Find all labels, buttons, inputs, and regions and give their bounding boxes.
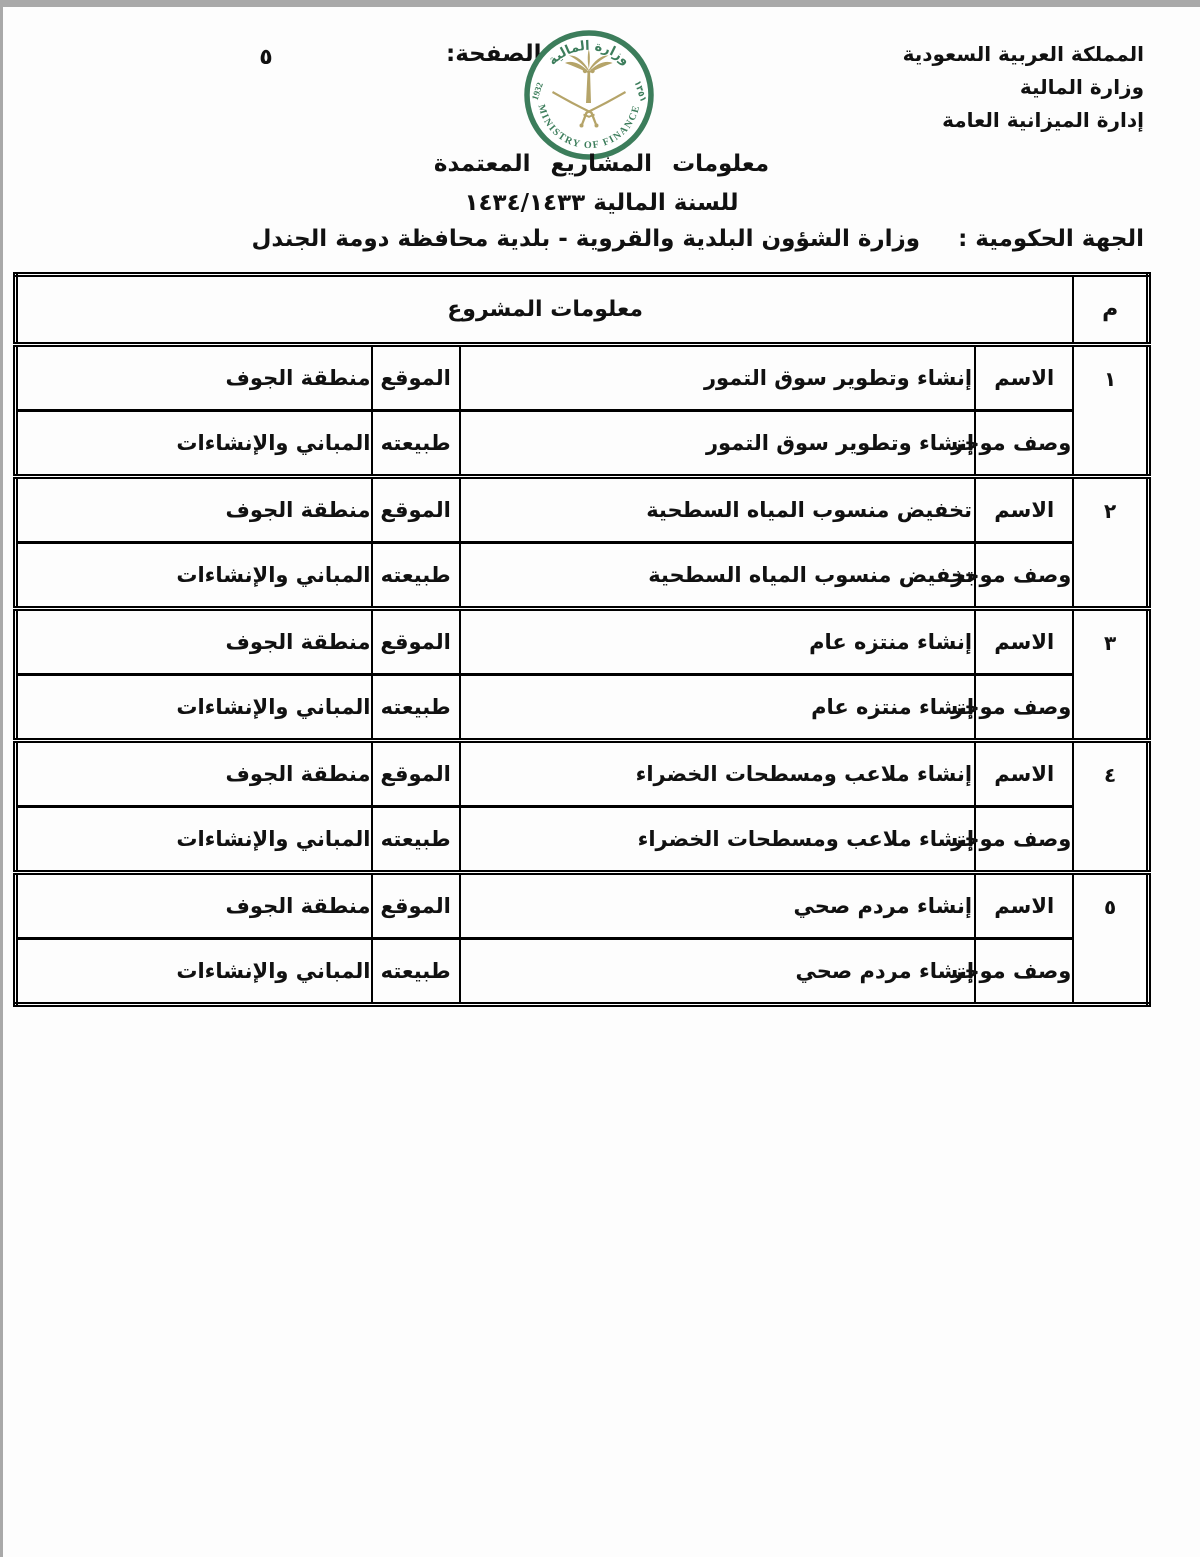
name-label: الاسم <box>974 342 1075 412</box>
location-label: الموقع <box>370 738 461 808</box>
project-desc: إنشاء وتطوير سوق التمور <box>458 409 977 478</box>
project-nature: المباني والإنشاءات <box>14 673 373 742</box>
project-number: ٤ <box>1072 738 1150 874</box>
project-location: منطقة الجوف <box>14 870 373 940</box>
project-name: إنشاء منتزه عام <box>458 606 977 676</box>
project-nature: المباني والإنشاءات <box>14 937 373 1006</box>
location-label: الموقع <box>370 474 461 544</box>
table-row: وصف موجز تخفيض منسوب المياه السطحية طبيع… <box>14 541 1149 610</box>
project-desc: إنشاء مردم صحي <box>458 937 977 1006</box>
table-row: ٢ الاسم تخفيض منسوب المياه السطحية الموق… <box>14 474 1150 610</box>
project-location: منطقة الجوف <box>14 342 373 412</box>
nature-label: طبيعته <box>370 541 461 610</box>
project-number: ٥ <box>1072 870 1150 1006</box>
project-name: إنشاء وتطوير سوق التمور <box>458 342 977 412</box>
project-location: منطقة الجوف <box>14 738 373 808</box>
page-number-label: الصفحة: <box>446 41 542 67</box>
desc-label: وصف موجز <box>951 541 1075 610</box>
entity-value: وزارة الشؤون البلدية والقروية - بلدية مح… <box>251 226 921 252</box>
project-nature: المباني والإنشاءات <box>14 805 373 874</box>
table-row: ١ الاسم إنشاء وتطوير سوق التمور الموقع م… <box>14 342 1150 478</box>
col-header-number: م <box>1072 273 1150 347</box>
projects-table: م معلومات المشروع ١ الاسم إنشاء وتطوير س… <box>13 272 1151 1007</box>
project-name: إنشاء ملاعب ومسطحات الخضراء <box>458 738 977 808</box>
desc-label: وصف موجز <box>951 673 1075 742</box>
table-row: وصف موجز إنشاء وتطوير سوق التمور طبيعته … <box>14 409 1149 478</box>
name-label: الاسم <box>974 606 1075 676</box>
table-row: وصف موجز إنشاء منتزه عام طبيعته المباني … <box>14 673 1149 742</box>
ministry-of-finance-seal-icon: وزارة المالية MINISTRY OF FINANCE 1932 ١… <box>521 27 657 163</box>
project-location: منطقة الجوف <box>14 606 373 676</box>
table-row: ٥ الاسم إنشاء مردم صحي الموقع منطقة الجو… <box>14 870 1150 1006</box>
project-name: إنشاء مردم صحي <box>458 870 977 940</box>
name-label: الاسم <box>974 870 1075 940</box>
project-nature: المباني والإنشاءات <box>14 541 373 610</box>
project-location: منطقة الجوف <box>14 474 373 544</box>
page-number-value: ٥ <box>259 45 273 70</box>
fiscal-year-subtitle: للسنة المالية ١٤٣٤/١٤٣٣ <box>464 190 739 216</box>
desc-label: وصف موجز <box>951 805 1075 874</box>
name-label: الاسم <box>974 738 1075 808</box>
org-header-block: المملكة العربية السعودية وزارة المالية إ… <box>903 38 1144 137</box>
table-header-row: م معلومات المشروع <box>14 273 1150 347</box>
location-label: الموقع <box>370 870 461 940</box>
location-label: الموقع <box>370 342 461 412</box>
table-row: ٤ الاسم إنشاء ملاعب ومسطحات الخضراء المو… <box>14 738 1150 874</box>
org-line-department: إدارة الميزانية العامة <box>942 108 1144 132</box>
project-desc: إنشاء منتزه عام <box>458 673 977 742</box>
project-number: ٣ <box>1072 606 1150 742</box>
desc-label: وصف موجز <box>951 937 1075 1006</box>
project-name: تخفيض منسوب المياه السطحية <box>458 474 977 544</box>
government-entity-line: الجهة الحكومية : وزارة الشؤون البلدية وال… <box>251 226 1144 252</box>
project-number: ٢ <box>1072 474 1150 610</box>
table-row: وصف موجز إنشاء ملاعب ومسطحات الخضراء طبي… <box>14 805 1149 874</box>
nature-label: طبيعته <box>370 937 461 1006</box>
palm-and-swords-emblem <box>552 49 626 128</box>
entity-label: الجهة الحكومية : <box>958 226 1144 252</box>
project-number: ١ <box>1072 342 1150 478</box>
name-label: الاسم <box>974 474 1075 544</box>
document-title: معلومات المشاريع المعتمدة <box>433 151 770 177</box>
project-nature: المباني والإنشاءات <box>14 409 373 478</box>
desc-label: وصف موجز <box>951 409 1075 478</box>
nature-label: طبيعته <box>370 409 461 478</box>
project-desc: تخفيض منسوب المياه السطحية <box>458 541 977 610</box>
org-line-ministry: وزارة المالية <box>1019 75 1144 99</box>
table-row: وصف موجز إنشاء مردم صحي طبيعته المباني و… <box>14 937 1149 1006</box>
location-label: الموقع <box>370 606 461 676</box>
org-line-country: المملكة العربية السعودية <box>902 42 1144 66</box>
project-desc: إنشاء ملاعب ومسطحات الخضراء <box>458 805 977 874</box>
nature-label: طبيعته <box>370 805 461 874</box>
col-header-project-info: معلومات المشروع <box>14 273 1075 347</box>
document-page: المملكة العربية السعودية وزارة المالية إ… <box>3 7 1200 1557</box>
nature-label: طبيعته <box>370 673 461 742</box>
table-row: ٣ الاسم إنشاء منتزه عام الموقع منطقة الج… <box>14 606 1150 742</box>
